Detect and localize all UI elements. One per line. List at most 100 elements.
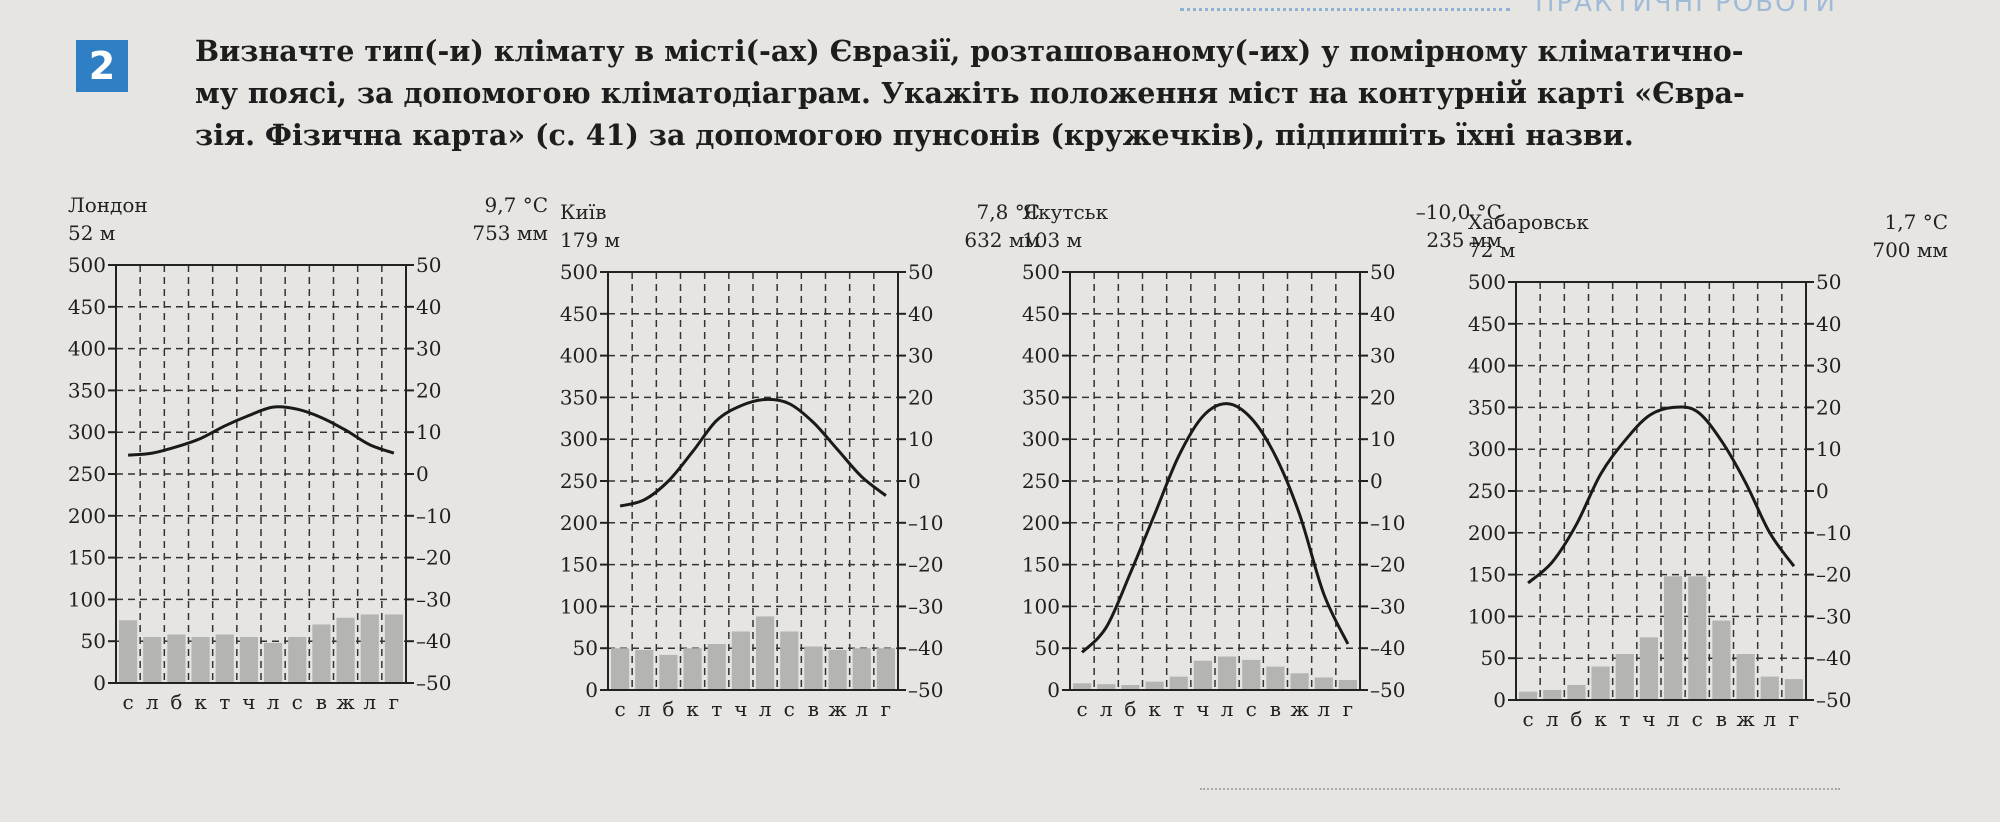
month-label: с bbox=[1692, 707, 1703, 731]
right-tick-label: –10 bbox=[1816, 521, 1851, 545]
month-label: б bbox=[170, 690, 182, 714]
right-tick-label: 30 bbox=[1370, 344, 1395, 368]
precipitation-bar bbox=[264, 642, 283, 683]
left-tick-label: 0 bbox=[585, 678, 598, 702]
precipitation-bar bbox=[1338, 679, 1357, 690]
month-label: г bbox=[1343, 697, 1353, 721]
left-tick-label: 100 bbox=[1468, 604, 1506, 628]
left-tick-label: 500 bbox=[560, 260, 598, 284]
station-kyiv: Київ 179 м 7,8 °С 632 мм 0 50 100 150 200 250… bbox=[560, 200, 1040, 770]
left-tick-label: 150 bbox=[68, 546, 106, 570]
station-london: Лондон 52 м 9,7 °С 753 мм 0 50 100 150 200 25… bbox=[68, 193, 548, 763]
precipitation-bar bbox=[828, 649, 847, 690]
precipitation-bar bbox=[804, 646, 823, 690]
month-label: к bbox=[686, 697, 699, 721]
station-altitude: 179 м bbox=[560, 228, 621, 252]
header-rule bbox=[1180, 8, 1510, 11]
left-tick-label: 0 bbox=[1047, 678, 1060, 702]
left-tick-label: 350 bbox=[1468, 395, 1506, 419]
precipitation-bar bbox=[876, 648, 895, 690]
month-label: л bbox=[1667, 707, 1680, 731]
left-tick-label: 350 bbox=[68, 378, 106, 402]
left-tick-label: 450 bbox=[560, 302, 598, 326]
precipitation-bar bbox=[731, 631, 750, 690]
right-tick-label: –40 bbox=[1816, 646, 1851, 670]
left-tick-label: 50 bbox=[81, 629, 106, 653]
left-tick-label: 100 bbox=[1022, 594, 1060, 618]
right-tick-label: –10 bbox=[1370, 511, 1405, 535]
month-label: с bbox=[1522, 707, 1533, 731]
month-label: г bbox=[389, 690, 399, 714]
left-tick-label: 400 bbox=[68, 337, 106, 361]
right-tick-label: 20 bbox=[416, 378, 441, 402]
month-label: л bbox=[363, 690, 376, 714]
climate-chart: 050100150200250300350400450500–50–40–30–… bbox=[560, 260, 944, 721]
month-label: с bbox=[292, 690, 303, 714]
left-tick-label: 0 bbox=[1493, 688, 1506, 712]
left-tick-label: 200 bbox=[1022, 511, 1060, 535]
left-tick-label: 250 bbox=[560, 469, 598, 493]
precipitation-bar bbox=[1193, 660, 1212, 690]
month-label: л bbox=[1763, 707, 1776, 731]
precipitation-bar bbox=[756, 616, 775, 690]
month-label: л bbox=[1546, 707, 1559, 731]
climate-chart: 050100150200250300350400450500–50–40–30–… bbox=[1022, 260, 1406, 721]
left-tick-label: 50 bbox=[1035, 636, 1060, 660]
left-tick-label: 300 bbox=[68, 420, 106, 444]
right-tick-label: 40 bbox=[1816, 312, 1841, 336]
month-label: с bbox=[122, 690, 133, 714]
right-tick-label: 10 bbox=[1816, 437, 1841, 461]
task-number-badge: 2 bbox=[76, 40, 128, 92]
right-tick-label: 40 bbox=[908, 302, 933, 326]
temperature-curve bbox=[127, 405, 395, 457]
left-tick-label: 300 bbox=[1022, 427, 1060, 451]
precipitation-bar bbox=[1218, 656, 1237, 690]
left-tick-label: 300 bbox=[560, 427, 598, 451]
month-label: с bbox=[784, 697, 795, 721]
right-tick-label: –10 bbox=[908, 511, 943, 535]
month-label: с bbox=[1076, 697, 1087, 721]
climate-chart: 050100150200250300350400450500–50–40–30–… bbox=[68, 253, 452, 714]
precipitation-bar bbox=[1145, 681, 1164, 690]
precipitation-bar bbox=[1712, 620, 1731, 700]
right-tick-label: –50 bbox=[416, 671, 451, 695]
left-tick-label: 450 bbox=[1468, 312, 1506, 336]
left-tick-label: 300 bbox=[1468, 437, 1506, 461]
precipitation-bar bbox=[288, 637, 307, 683]
task-line: Визначте тип(-и) клімату в місті(-ах) Єв… bbox=[195, 34, 1744, 68]
left-tick-label: 200 bbox=[68, 504, 106, 528]
section-header: ПРАКТИЧНІ РОБОТИ bbox=[1535, 0, 1837, 18]
left-tick-label: 400 bbox=[560, 344, 598, 368]
month-label: г bbox=[1789, 707, 1799, 731]
station-altitude: 103 м bbox=[1022, 228, 1083, 252]
precipitation-bar bbox=[1097, 684, 1116, 690]
month-label: л bbox=[1317, 697, 1330, 721]
right-tick-label: 0 bbox=[1370, 469, 1383, 493]
precipitation-bar bbox=[143, 637, 162, 683]
station-annual-precip: 235 мм bbox=[1426, 228, 1502, 252]
left-tick-label: 500 bbox=[68, 253, 106, 277]
left-tick-label: 250 bbox=[1468, 479, 1506, 503]
left-tick-label: 100 bbox=[560, 594, 598, 618]
month-label: в bbox=[1716, 707, 1727, 731]
right-tick-label: –20 bbox=[1816, 563, 1851, 587]
temperature-curve bbox=[1527, 405, 1796, 585]
right-tick-label: –40 bbox=[416, 629, 451, 653]
month-label: к bbox=[1594, 707, 1607, 731]
month-label: л bbox=[146, 690, 159, 714]
right-tick-label: –50 bbox=[1370, 678, 1405, 702]
left-tick-label: 250 bbox=[68, 462, 106, 486]
precipitation-bar bbox=[1688, 576, 1707, 700]
left-tick-label: 400 bbox=[1022, 344, 1060, 368]
station-name: Хабаровськ bbox=[1468, 210, 1589, 234]
month-label: т bbox=[1619, 707, 1630, 731]
month-label: ч bbox=[1642, 707, 1655, 731]
climate-chart: 050100150200250300350400450500–50–40–30–… bbox=[1468, 270, 1852, 731]
right-tick-label: –40 bbox=[1370, 636, 1405, 660]
temperature-curve bbox=[1081, 402, 1350, 654]
right-tick-label: –20 bbox=[1370, 553, 1405, 577]
month-label: ч bbox=[242, 690, 255, 714]
right-tick-label: 40 bbox=[416, 295, 441, 319]
month-label: ч bbox=[1196, 697, 1209, 721]
month-label: в bbox=[1270, 697, 1281, 721]
